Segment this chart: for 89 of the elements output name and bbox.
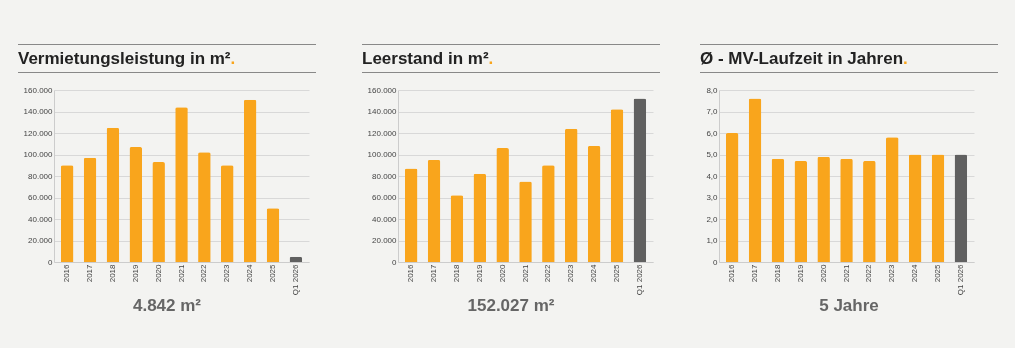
text: 4.842 m² [131,296,202,316]
chart-title: Leerstand in m². [362,44,660,73]
x-tick-label: 2022 [543,263,553,283]
x-tick-label: 2023 [222,263,232,283]
y-tick-label: 140.000 [23,107,54,116]
x-tick-label: 2021 [520,263,530,283]
text: 5 Jahre [818,296,880,316]
y-tick-label: 1,0 [706,236,719,245]
x-tick-label: 2018 [451,263,461,283]
bar [931,154,945,262]
x-tick-label: 2022 [864,263,874,283]
bar [587,145,601,262]
bar [404,168,418,262]
y-tick-label: 140.000 [367,107,398,116]
bar [427,159,441,262]
x-tick-label: 2022 [199,263,209,283]
y-tick-label: 20.000 [372,236,398,245]
x-tick-label: 2018 [107,263,117,283]
y-tick-label: 60.000 [372,193,398,202]
y-tick-label: 5,0 [706,150,719,159]
x-tick-label: 2021 [841,263,851,283]
bar [220,165,234,262]
bar [564,128,578,262]
x-tick-label: 2017 [750,263,760,283]
y-tick-label: 80.000 [372,171,398,181]
x-tick-label: 2024 [910,263,920,283]
y-tick-label: 20.000 [28,236,54,245]
text: 152.027 m² [466,296,556,316]
bar [106,127,120,262]
chart-title: Vermietungsleistung in m². [18,44,316,73]
bar [243,99,257,262]
x-tick-label: 2016 [727,263,737,283]
bar [954,154,968,262]
chart-title: Ø - MV-Laufzeit in Jahren. [700,44,998,73]
x-tick-label: 2023 [887,263,897,283]
x-tick-label: 2018 [772,263,782,283]
x-tick-label: 2025 [611,263,621,283]
x-tick-label: 2019 [795,263,805,283]
x-tick-label: Q1 2026 [290,263,300,296]
x-tick-label: 2020 [153,263,163,283]
y-tick-label: 8,0 [706,85,719,95]
x-tick-label: 2025 [267,263,277,283]
y-tick-label: 6,0 [706,128,719,138]
y-tick-label: 40.000 [372,214,398,224]
x-tick-label: 2021 [176,263,186,283]
y-tick-label: 2,0 [706,214,719,224]
x-tick-label: 2019 [474,263,484,283]
bar [610,109,624,262]
bar [725,133,739,262]
x-tick-label: 2017 [429,263,439,283]
y-tick-label: 0 [713,257,719,267]
x-tick-label: 2019 [130,263,140,283]
x-tick-label: 2020 [818,263,828,283]
x-tick-label: 2023 [566,263,576,283]
x-tick-label: 2017 [85,263,95,283]
y-tick-label: 7,0 [706,107,719,116]
bar [450,195,464,262]
y-tick-label: 100.000 [23,150,54,159]
y-tick-label: 4,0 [706,171,719,181]
bar [83,157,97,262]
x-tick-label: Q1 2026 [634,263,644,296]
y-tick-label: 60.000 [28,193,54,202]
x-tick-label: 2020 [497,263,507,283]
y-tick-label: 160.000 [23,85,54,95]
y-tick-label: 120.000 [367,128,398,138]
x-tick-label: 2024 [245,263,255,283]
x-tick-label: 2016 [62,263,72,283]
y-tick-label: 120.000 [23,128,54,138]
bar [885,137,899,262]
bar [794,160,808,262]
y-tick-label: 80.000 [28,171,54,181]
bar [266,208,280,262]
bar [129,146,143,262]
x-tick-label: Q1 2026 [955,263,965,296]
x-tick-label: 2016 [406,263,416,283]
y-tick-label: 100.000 [367,150,398,159]
bar [771,158,785,262]
y-tick-label: 0 [392,257,398,267]
y-tick-label: 3,0 [706,193,719,202]
bar [473,173,487,262]
x-tick-label: 2025 [932,263,942,283]
bar [908,154,922,262]
y-tick-label: 160.000 [367,85,398,95]
y-tick-label: 0 [48,257,54,267]
y-tick-label: 40.000 [28,214,54,224]
bar [748,98,762,262]
bar [633,98,647,262]
x-tick-label: 2024 [589,263,599,283]
bar [60,165,74,262]
